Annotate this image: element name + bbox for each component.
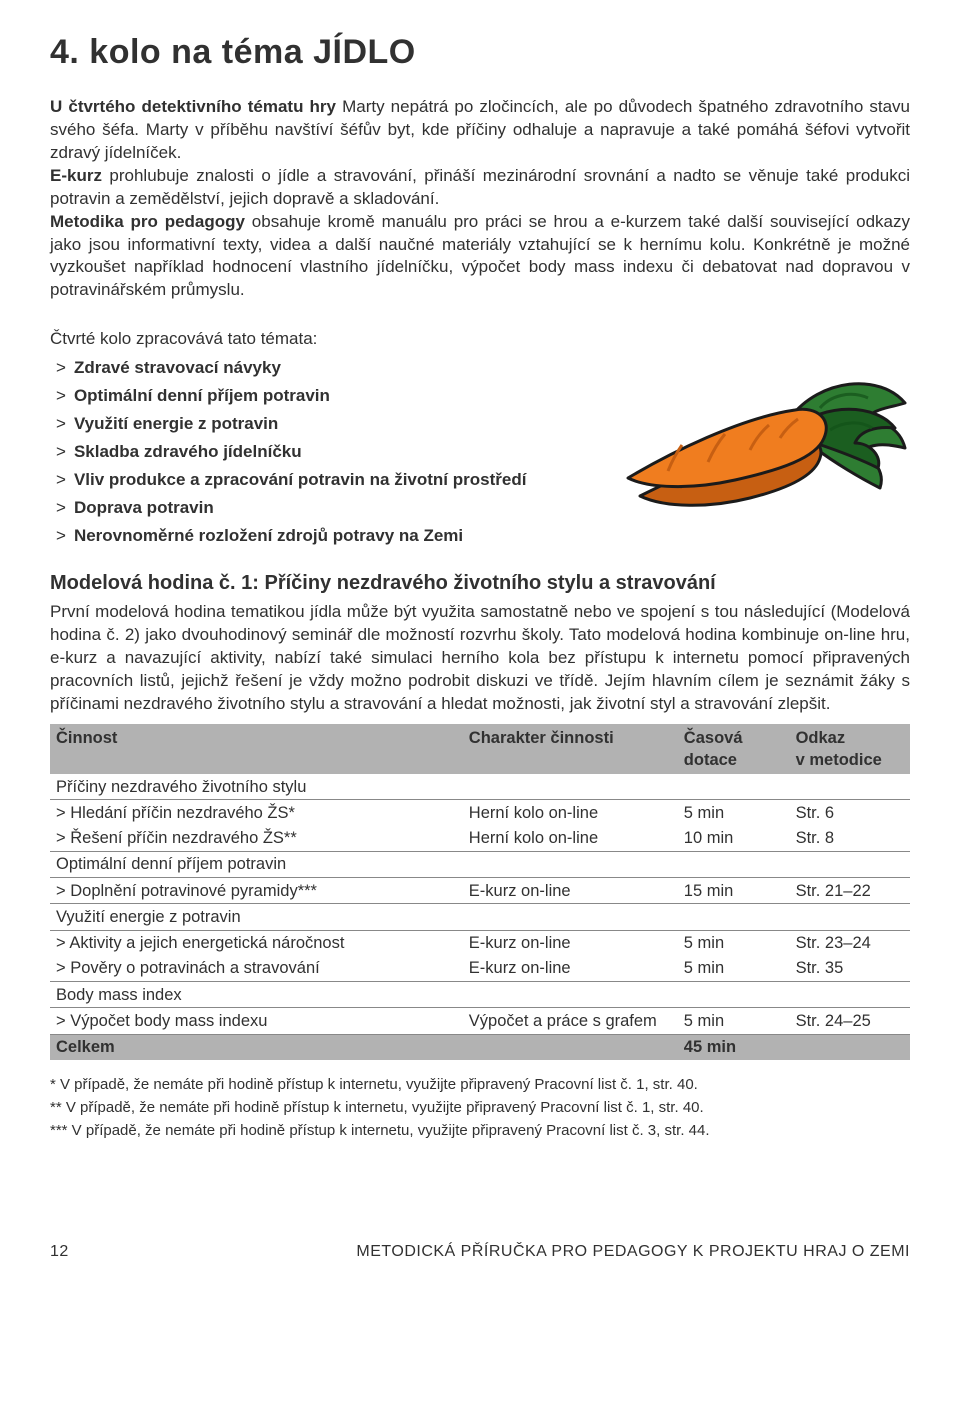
footnote-3: *** V případě, že nemáte při hodině přís… [50, 1120, 910, 1141]
cell: Str. 23–24 [790, 930, 910, 956]
page-number: 12 [50, 1241, 69, 1263]
cell: Aktivity a jejich energetická náročnost [50, 930, 463, 956]
cell: 5 min [678, 800, 790, 826]
table-row: Doplnění potravinové pyramidy***E-kurz o… [50, 878, 910, 904]
footnote-2: ** V případě, že nemáte při hodině příst… [50, 1097, 910, 1118]
cell: Herní kolo on-line [463, 800, 678, 826]
cell: Pověry o potravinách a stravování [50, 956, 463, 982]
cell: Doplnění potravinové pyramidy*** [50, 878, 463, 904]
th-cinnost: Činnost [50, 724, 463, 775]
themes-block: Čtvrté kolo zpracovává tato témata: Zdra… [50, 328, 910, 548]
table-row: Výpočet body mass indexuVýpočet a práce … [50, 1008, 910, 1034]
total-row: Celkem 45 min [50, 1034, 910, 1060]
page-heading: 4. kolo na téma JÍDLO [50, 30, 910, 76]
table-row: Hledání příčin nezdravého ŽS*Herní kolo … [50, 800, 910, 826]
section-cell: Příčiny nezdravého životního stylu [50, 774, 910, 800]
carrot-illustration [620, 348, 920, 528]
cell: Řešení příčin nezdravého ŽS** [50, 826, 463, 852]
cell: Výpočet body mass indexu [50, 1008, 463, 1034]
cell: 5 min [678, 956, 790, 982]
cell: Hledání příčin nezdravého ŽS* [50, 800, 463, 826]
th-casova: Časovádotace [678, 724, 790, 775]
th-odkaz: Odkazv metodice [790, 724, 910, 775]
table-row: Body mass index [50, 982, 910, 1008]
table-row: Pověry o potravinách a stravováníE-kurz … [50, 956, 910, 982]
cell: Výpočet a práce s grafem [463, 1008, 678, 1034]
total-time: 45 min [678, 1034, 790, 1060]
cell: E-kurz on-line [463, 956, 678, 982]
cell: Str. 6 [790, 800, 910, 826]
cell: Str. 8 [790, 826, 910, 852]
cell: 5 min [678, 1008, 790, 1034]
cell: Str. 35 [790, 956, 910, 982]
activity-table: Činnost Charakter činnosti Časovádotace … [50, 724, 910, 1060]
intro-p1: U čtvrtého detektivního tématu hry Marty… [50, 96, 910, 165]
model-heading: Modelová hodina č. 1: Příčiny nezdravého… [50, 570, 910, 597]
footer-title: METODICKÁ PŘÍRUČKA PRO PEDAGOGY K PROJEK… [356, 1241, 910, 1263]
page-footer: 12 METODICKÁ PŘÍRUČKA PRO PEDAGOGY K PRO… [50, 1241, 910, 1263]
table-row: Využití energie z potravin [50, 904, 910, 930]
th-charakter: Charakter činnosti [463, 724, 678, 775]
section-cell: Využití energie z potravin [50, 904, 910, 930]
theme-item: Nerovnoměrné rozložení zdrojů potravy na… [56, 525, 910, 548]
cell: 10 min [678, 826, 790, 852]
cell: Str. 24–25 [790, 1008, 910, 1034]
cell: E-kurz on-line [463, 930, 678, 956]
total-label: Celkem [50, 1034, 463, 1060]
model-description: První modelová hodina tematikou jídla mů… [50, 601, 910, 716]
footnotes: * V případě, že nemáte při hodině přístu… [50, 1074, 910, 1141]
cell: 15 min [678, 878, 790, 904]
table-row: Aktivity a jejich energetická náročnostE… [50, 930, 910, 956]
table-row: Optimální denní příjem potravin [50, 851, 910, 877]
section-cell: Body mass index [50, 982, 910, 1008]
table-row: Řešení příčin nezdravého ŽS**Herní kolo … [50, 826, 910, 852]
intro-p3: Metodika pro pedagogy obsahuje kromě man… [50, 211, 910, 303]
intro-p2: E-kurz prohlubuje znalosti o jídle a str… [50, 165, 910, 211]
cell: Herní kolo on-line [463, 826, 678, 852]
footnote-1: * V případě, že nemáte při hodině přístu… [50, 1074, 910, 1095]
cell: Str. 21–22 [790, 878, 910, 904]
table-row: Příčiny nezdravého životního stylu [50, 774, 910, 800]
intro-block: U čtvrtého detektivního tématu hry Marty… [50, 96, 910, 302]
cell: E-kurz on-line [463, 878, 678, 904]
cell: 5 min [678, 930, 790, 956]
section-cell: Optimální denní příjem potravin [50, 851, 910, 877]
